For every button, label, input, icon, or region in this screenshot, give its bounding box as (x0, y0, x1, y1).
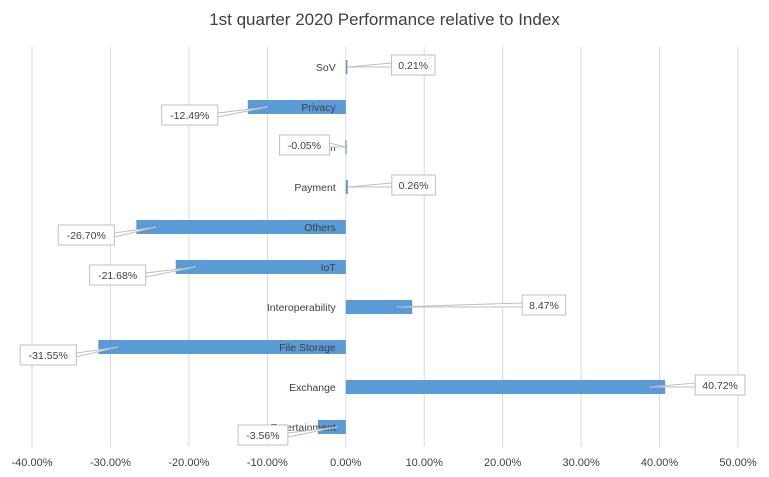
category-label: Exchange (289, 382, 336, 394)
data-label: -12.49% (170, 110, 209, 122)
bar (345, 60, 348, 74)
x-axis-ticks: -40.00% -30.00% -20.00% -10.00% 0.00% 10.00% 2… (12, 457, 757, 469)
bars (98, 60, 666, 434)
category-label: Payment (294, 182, 336, 194)
x-tick-label: 40.00% (641, 457, 679, 469)
data-label-box (237, 424, 289, 446)
x-tick-label: -30.00% (90, 457, 131, 469)
data-label-box (279, 134, 330, 156)
bar (136, 220, 346, 234)
leader-line (347, 62, 392, 68)
data-labels: 0.21% -12.49% -0.05% 0.26% -26.70% -21.68% 8.4… (19, 54, 746, 446)
data-label-box (390, 54, 436, 76)
data-label-box (57, 224, 115, 246)
x-tick-label: -10.00% (247, 457, 288, 469)
chart-title: 1st quarter 2020 Performance relative to… (209, 10, 560, 29)
x-tick-label: 30.00% (562, 457, 600, 469)
category-label: IoT (321, 262, 337, 274)
data-label: -0.05% (288, 140, 321, 152)
data-label: -26.70% (67, 230, 106, 242)
data-label-box (19, 344, 77, 366)
leader-line (396, 302, 523, 308)
category-labels: SoVPrivacyPlatformPaymentOthersIoTIntero… (267, 62, 337, 434)
category-label: Privacy (301, 102, 336, 114)
leader-line (328, 142, 346, 148)
x-tick-label: -20.00% (168, 457, 209, 469)
x-tick-label: 50.00% (719, 457, 757, 469)
category-label: File Storage (279, 342, 336, 354)
data-label-box (694, 374, 746, 396)
bar (317, 420, 346, 434)
data-label-box (89, 264, 147, 286)
x-tick-label: 0.00% (330, 457, 361, 469)
data-label: 8.47% (529, 300, 559, 312)
category-label: Interoperability (267, 302, 337, 314)
bar (345, 180, 348, 194)
data-label: -31.55% (29, 350, 68, 362)
bar (345, 380, 666, 394)
data-label: -3.56% (246, 430, 279, 442)
data-label-box (391, 174, 436, 196)
bar (345, 300, 413, 314)
bar (247, 100, 346, 114)
category-label: Others (304, 222, 336, 234)
leader-line (347, 182, 393, 188)
leader-lines (75, 62, 696, 438)
data-label-box (521, 294, 567, 316)
data-label: 0.21% (398, 60, 428, 72)
bar (98, 340, 346, 354)
x-tick-label: 20.00% (484, 457, 522, 469)
data-label: -21.68% (98, 270, 137, 282)
bar (345, 140, 347, 154)
data-label-box (161, 104, 219, 126)
x-tick-label: -40.00% (12, 457, 53, 469)
data-label: 0.26% (399, 180, 429, 192)
x-tick-label: 10.00% (406, 457, 444, 469)
data-label: 40.72% (702, 380, 738, 392)
category-label: SoV (316, 62, 336, 74)
bar (175, 260, 346, 274)
